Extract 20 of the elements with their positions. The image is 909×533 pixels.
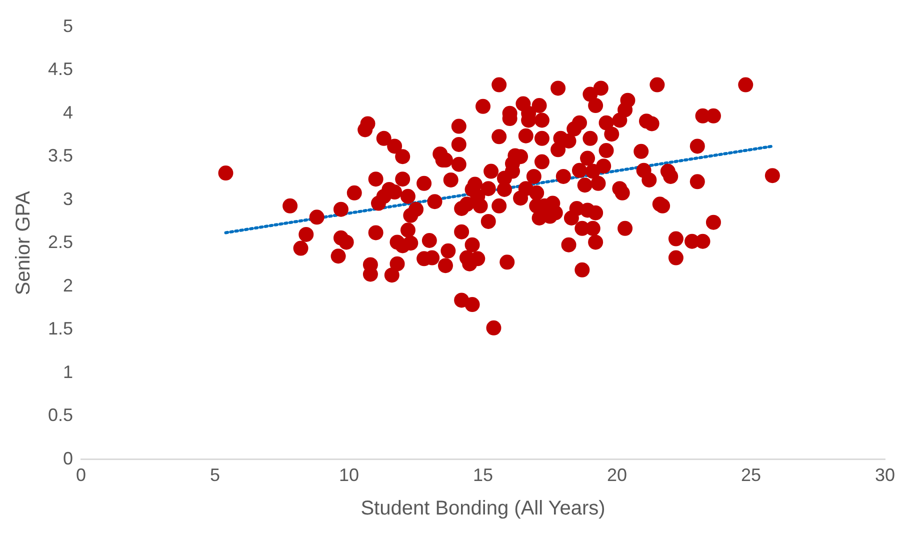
- y-tick-label: 0.5: [48, 405, 74, 426]
- y-tick-label: 1: [63, 362, 74, 382]
- y-tick-label: 4: [63, 102, 74, 122]
- x-tick-label: 5: [210, 465, 220, 486]
- y-tick-label: 3.5: [48, 146, 74, 166]
- y-tick-label: 5: [63, 16, 74, 36]
- y-tick-label: 0: [63, 448, 74, 468]
- y-tick-label: 4.5: [48, 59, 74, 80]
- y-axis-title: Senior GPA: [12, 190, 35, 296]
- x-tick-label: 30: [874, 465, 896, 486]
- x-tick-label: 20: [606, 465, 628, 486]
- y-tick-label: 1.5: [48, 318, 74, 339]
- x-tick-label: 15: [472, 465, 494, 486]
- y-tick-label: 2: [63, 275, 74, 296]
- x-tick-label: 0: [76, 465, 86, 486]
- x-tick-label: 10: [338, 465, 360, 486]
- x-tick-label: 25: [740, 465, 762, 486]
- x-axis-title: Student Bonding (All Years): [360, 498, 606, 520]
- y-tick-label: 2.5: [48, 232, 74, 252]
- y-tick-label: 3: [63, 188, 74, 209]
